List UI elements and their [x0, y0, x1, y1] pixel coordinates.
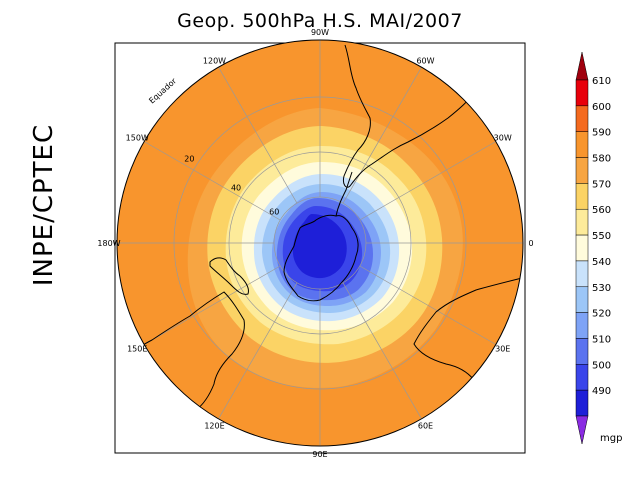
map-disc-outline [116, 39, 524, 447]
lon-label-30e: 30E [495, 345, 510, 354]
meridian-60w [342, 67, 422, 204]
colorbar-label-500: 500 [592, 360, 611, 371]
colorbar-bottom-arrow [575, 415, 589, 445]
equator-label: Equador [147, 76, 178, 105]
colorbar-swatch-580 [575, 157, 589, 184]
colorbar-swatch-570 [575, 183, 589, 210]
longitude-labels: 90W 60W 30W 0 30E 60E 90E 120E 150E 180W 150W 120W [97, 28, 533, 459]
meridian-30w [359, 141, 496, 221]
colorbar-label-600: 600 [592, 102, 611, 113]
band-490 [292, 214, 347, 279]
colorbar-label-560: 560 [592, 205, 611, 216]
colorbar-label-510: 510 [592, 334, 611, 345]
lon-label-30w: 30W [494, 134, 512, 143]
colorbar-label-540: 540 [592, 257, 611, 268]
lon-label-120w: 120W [203, 56, 226, 65]
lon-label-60w: 60W [416, 56, 434, 65]
colorbar-swatch-600 [575, 105, 589, 132]
map-title: Geop. 500hPa H.S. MAI/2007 [177, 10, 463, 32]
lon-label-60e: 60E [418, 422, 433, 431]
meridian-120e [218, 282, 298, 419]
lat-label-40: 40 [231, 184, 241, 193]
lon-label-120e: 120E [204, 422, 224, 431]
coast-new-zealand [209, 257, 249, 295]
colorbar-label-570: 570 [592, 179, 611, 190]
coast-antarctica [283, 214, 359, 302]
lon-label-150w: 150W [126, 134, 149, 143]
colorbar-swatch-520 [575, 312, 589, 339]
meridian-150w [144, 141, 281, 221]
coast-islands [129, 419, 197, 446]
coast-antarctic-peninsula [335, 171, 353, 217]
geopotential-field [117, 40, 523, 446]
lat-label-20: 20 [184, 154, 194, 163]
meridian-120w [218, 67, 298, 204]
lon-label-180w: 180W [97, 239, 120, 248]
colorbar-label-490: 490 [592, 386, 611, 397]
colorbar-top-arrow [575, 51, 589, 81]
colorbar-swatch-500 [575, 364, 589, 391]
colorbar-swatch-550 [575, 234, 589, 262]
colorbar-label-610: 610 [592, 76, 611, 87]
lon-label-90e: 90E [312, 450, 327, 459]
meridian-30e [359, 265, 496, 345]
colorbar-label-580: 580 [592, 154, 611, 165]
colorbar-unit: mgp [600, 433, 622, 444]
colorbar-label-530: 530 [592, 283, 611, 294]
colorbar: 610 600 590 580 570 560 550 540 530 520 510 500 490 [575, 51, 611, 445]
lat-label-60: 60 [269, 207, 279, 216]
colorbar-label-550: 550 [592, 231, 611, 242]
meridian-60e [342, 282, 422, 419]
coast-madagascar [451, 395, 469, 422]
coast-africa [413, 277, 523, 381]
colorbar-swatch-610 [575, 79, 589, 107]
lon-label-150e: 150E [127, 345, 147, 354]
colorbar-swatch-530 [575, 286, 589, 313]
meridian-150e [144, 265, 281, 345]
colorbar-swatch-540 [575, 260, 589, 288]
lon-label-0: 0 [528, 239, 533, 248]
meridian-lines [117, 40, 523, 446]
colorbar-swatch-490 [575, 389, 589, 417]
lon-label-90w: 90W [311, 28, 329, 37]
colorbar-swatch-510 [575, 338, 589, 365]
colorbar-label-590: 590 [592, 128, 611, 139]
latitude-labels: 20 40 60 [184, 154, 279, 216]
colorbar-swatch-590 [575, 131, 589, 158]
colorbar-label-520: 520 [592, 309, 611, 320]
coast-south-america [343, 44, 491, 188]
colorbar-swatch-560 [575, 208, 589, 236]
